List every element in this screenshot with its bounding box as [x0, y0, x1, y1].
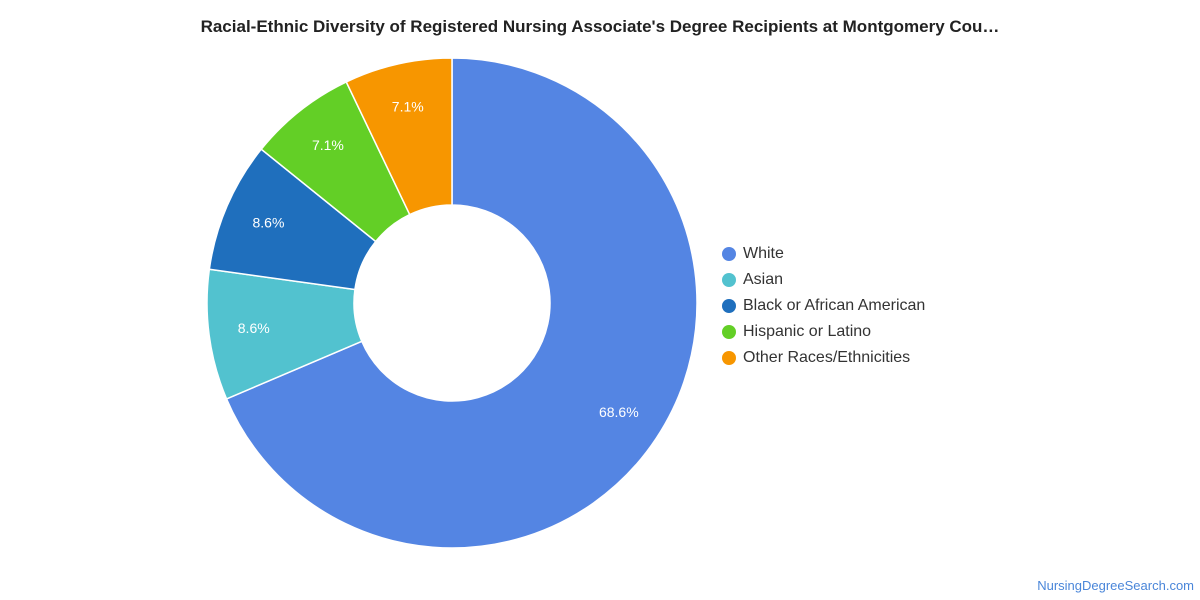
- slice-label-hispanic-or-latino: 7.1%: [312, 137, 344, 153]
- legend-label: Asian: [743, 271, 784, 288]
- legend-item-other-races-ethnicities[interactable]: Other Races/Ethnicities: [722, 345, 925, 371]
- legend-label: White: [743, 245, 784, 262]
- chart-title: Racial-Ethnic Diversity of Registered Nu…: [200, 17, 1000, 36]
- slice-label-white: 68.6%: [599, 404, 639, 420]
- slice-label-black-or-african-american: 8.6%: [252, 214, 284, 230]
- legend-swatch: [722, 299, 736, 313]
- slice-white[interactable]: [225, 57, 698, 549]
- legend-label: Black or African American: [743, 297, 926, 314]
- legend-swatch: [722, 351, 736, 365]
- legend-item-black-or-african-american[interactable]: Black or African American: [722, 293, 925, 319]
- legend-item-white[interactable]: White: [722, 241, 925, 267]
- slice-other-races-ethnicities[interactable]: [345, 57, 453, 216]
- legend-swatch: [722, 247, 736, 261]
- chart-legend: White Asian Black or African American Hispa…: [722, 241, 925, 371]
- slice-label-asian: 8.6%: [238, 320, 270, 336]
- donut-slices: [206, 57, 698, 549]
- slice-label-other-races-ethnicities: 7.1%: [392, 99, 424, 115]
- slice-labels: 68.6% 8.6% 8.6% 7.1% 7.1%: [238, 99, 639, 420]
- legend-swatch: [722, 273, 736, 287]
- legend-label: Other Races/Ethnicities: [743, 349, 911, 366]
- legend-item-hispanic-or-latino[interactable]: Hispanic or Latino: [722, 319, 925, 345]
- source-credit-link[interactable]: NursingDegreeSearch.com: [1037, 578, 1194, 593]
- legend-label: Hispanic or Latino: [743, 323, 872, 340]
- legend-swatch: [722, 325, 736, 339]
- legend-item-asian[interactable]: Asian: [722, 267, 925, 293]
